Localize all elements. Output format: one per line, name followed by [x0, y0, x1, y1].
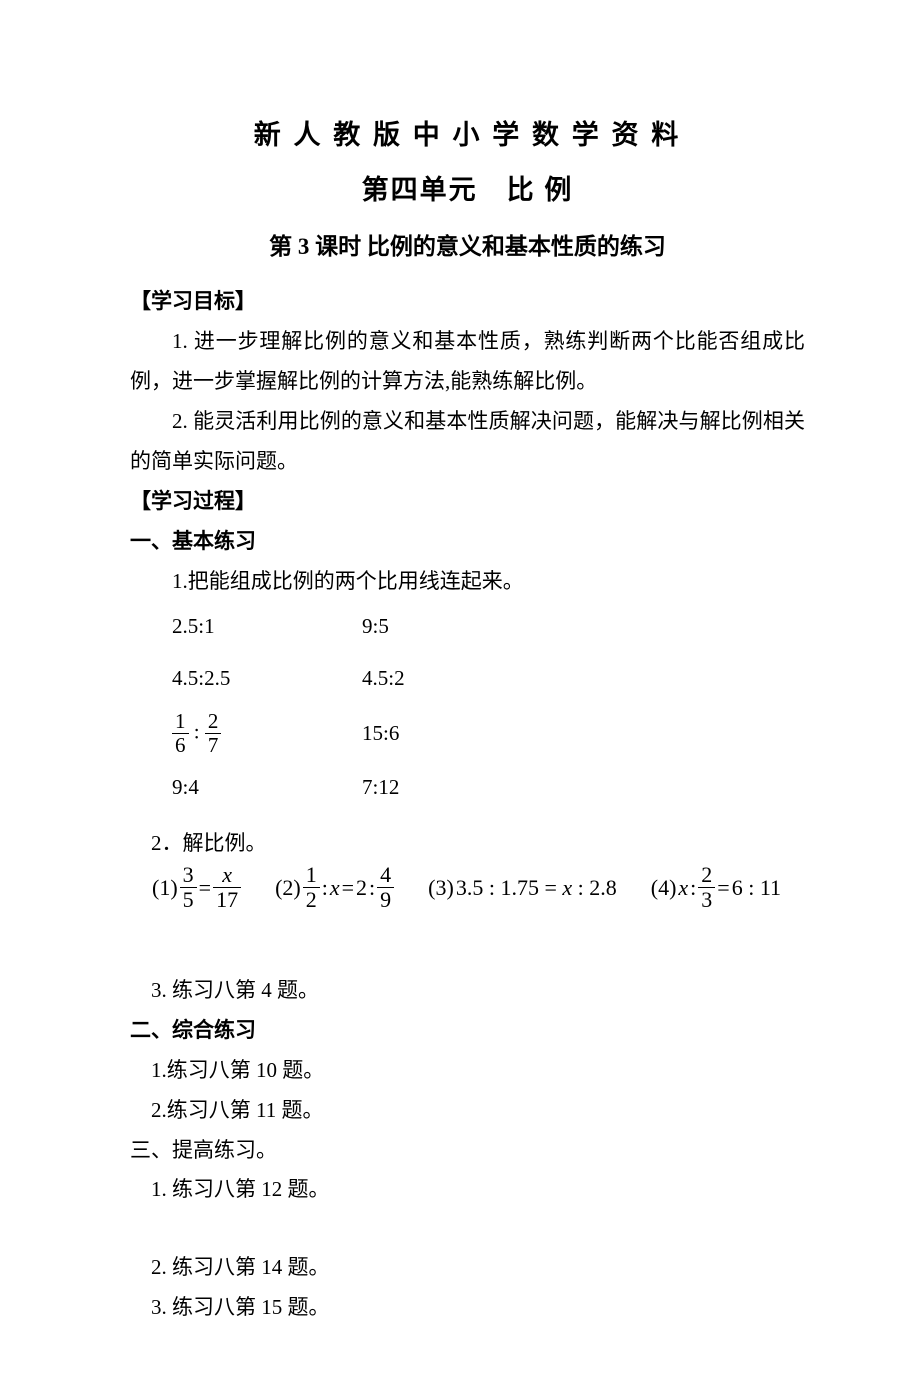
section-basic-label: 一、基本练习	[130, 522, 805, 562]
eq-lhs-num: 2	[356, 867, 367, 909]
fraction-num: x	[213, 864, 241, 888]
comp-item-2: 2.练习八第 11 题。	[130, 1091, 805, 1131]
basic-q3-text: 3. 练习八第 4 题。	[130, 971, 805, 1011]
section-adv-label: 三、提高练习。	[130, 1131, 805, 1171]
title-main: 新 人 教 版 中 小 学 数 学 资 料	[130, 110, 805, 161]
eq-sign: =	[717, 867, 729, 909]
fraction: x 17	[213, 864, 241, 911]
eq-sign: =	[342, 867, 354, 909]
section-process-label: 【学习过程】	[130, 482, 805, 522]
eq-rhs: 6 : 11	[732, 867, 781, 909]
fraction-num: 2	[698, 864, 715, 888]
equation-1: (1) 3 5 = x 17	[152, 864, 241, 911]
fraction-den: 9	[377, 888, 394, 911]
fraction-num: 3	[180, 864, 197, 888]
fraction-num: 4	[377, 864, 394, 888]
ratio-row: 9:4 7:12	[172, 762, 405, 814]
spacer	[130, 911, 805, 971]
ratio-right: 7:12	[362, 762, 405, 814]
equation-2: (2) 1 2 : x = 2 : 4 9	[275, 864, 394, 911]
ratio-left: 2.5:1	[172, 601, 362, 653]
fraction-den: 17	[213, 888, 241, 911]
adv-item-3: 3. 练习八第 15 题。	[130, 1288, 805, 1328]
fraction: 4 9	[377, 864, 394, 911]
ratio-left: 4.5:2.5	[172, 653, 362, 705]
basic-q2-text: 2．解比例。	[130, 824, 805, 864]
fraction-den: 2	[303, 888, 320, 911]
eq-label: (4)	[651, 867, 677, 909]
objective-item-2: 2. 能灵活利用比例的意义和基本性质解决问题，能解决与解比例相关的简单实际问题。	[130, 402, 805, 482]
adv-item-1: 1. 练习八第 12 题。	[130, 1170, 805, 1210]
ratio-right: 15:6	[362, 705, 405, 762]
eq-plain: 3.5 : 1.75 = x : 2.8	[456, 867, 617, 909]
spacer	[130, 1220, 805, 1248]
ratio-right: 9:5	[362, 601, 405, 653]
fraction-den: 3	[698, 888, 715, 911]
fraction-num: 1	[303, 864, 320, 888]
fraction: 3 5	[180, 864, 197, 911]
fraction-den: 5	[180, 888, 197, 911]
ratio-left: 9:4	[172, 762, 362, 814]
title-unit: 第四单元 比 例	[130, 165, 805, 216]
equation-row: (1) 3 5 = x 17 (2) 1 2 : x = 2 : 4	[130, 864, 805, 911]
fraction-den: 6	[172, 734, 189, 756]
objective-item-1: 1. 进一步理解比例的意义和基本性质，熟练判断两个比能否组成比例，进一步掌握解比…	[130, 322, 805, 402]
basic-q1-text: 1.把能组成比例的两个比用线连起来。	[130, 562, 805, 602]
ratio-row: 2.5:1 9:5	[172, 601, 405, 653]
fraction-num: 2	[205, 711, 222, 734]
comp-item-1: 1.练习八第 10 题。	[130, 1051, 805, 1091]
eq-label: (3)	[428, 867, 454, 909]
equation-3: (3) 3.5 : 1.75 = x : 2.8	[428, 867, 617, 909]
fraction: 2 3	[698, 864, 715, 911]
fraction: 1 2	[303, 864, 320, 911]
adv-item-2: 2. 练习八第 14 题。	[130, 1248, 805, 1288]
section-comp-label: 二、综合练习	[130, 1011, 805, 1051]
fraction: 2 7	[205, 711, 222, 756]
eq-label: (2)	[275, 867, 301, 909]
ratio-pair-table: 2.5:1 9:5 4.5:2.5 4.5:2 1 6 : 2 7 15:6 9…	[172, 601, 405, 814]
eq-label: (1)	[152, 867, 178, 909]
fraction-den: 7	[205, 734, 222, 756]
ratio-sep: :	[690, 867, 696, 909]
equation-4: (4) x : 2 3 = 6 : 11	[651, 864, 781, 911]
ratio-row: 1 6 : 2 7 15:6	[172, 705, 405, 762]
eq-sign: =	[199, 867, 211, 909]
ratio-sep: :	[194, 720, 200, 744]
ratio-right: 4.5:2	[362, 653, 405, 705]
ratio-row: 4.5:2.5 4.5:2	[172, 653, 405, 705]
section-objectives-label: 【学习目标】	[130, 282, 805, 322]
ratio-sep: :	[322, 867, 328, 909]
fraction-num: 1	[172, 711, 189, 734]
ratio-left-fraction: 1 6 : 2 7	[172, 705, 362, 762]
variable-x: x	[678, 867, 688, 909]
fraction: 1 6	[172, 711, 189, 756]
variable-x: x	[330, 867, 340, 909]
document-page: 新 人 教 版 中 小 学 数 学 资 料 第四单元 比 例 第 3 课时 比例…	[0, 0, 920, 1388]
title-lesson: 第 3 课时 比例的意义和基本性质的练习	[130, 225, 805, 269]
ratio-sep: :	[369, 867, 375, 909]
